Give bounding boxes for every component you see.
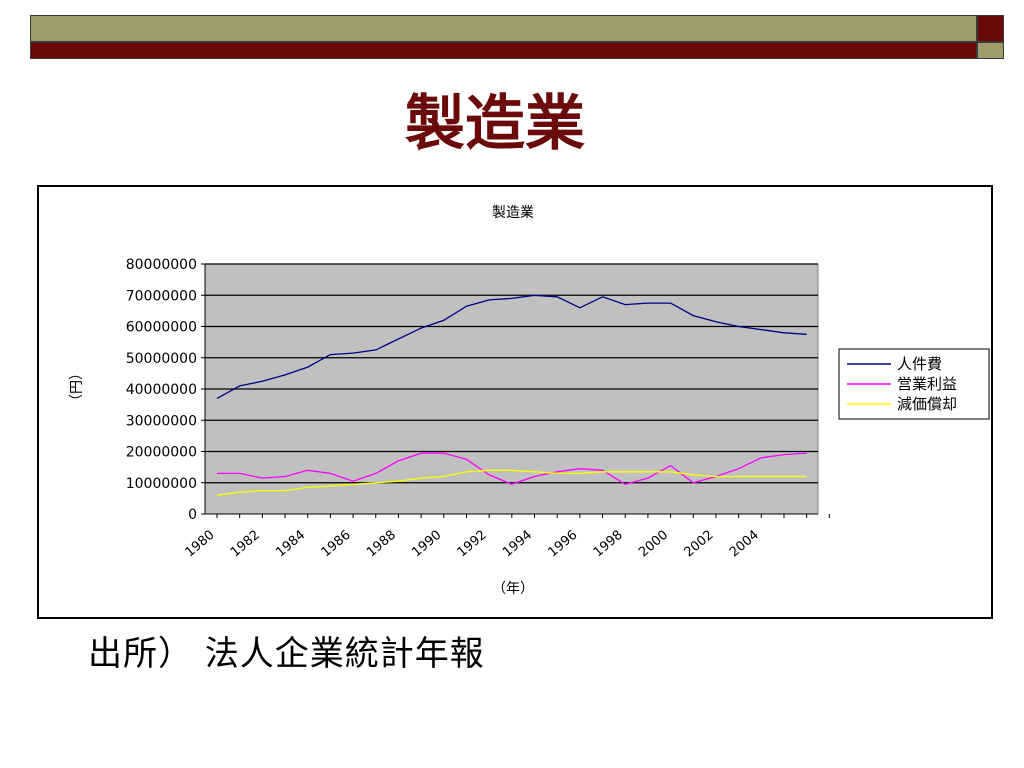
x-tick-label: 1990 xyxy=(409,528,444,561)
x-tick-label: 1994 xyxy=(500,528,535,561)
line-chart: 製造業 80000000 70000000 60000000 50000000 40000… xyxy=(69,205,990,597)
x-tick-label: 1998 xyxy=(591,528,626,561)
x-tick-label: 2000 xyxy=(636,528,671,561)
chart-title: 製造業 xyxy=(492,205,534,221)
y-tick-label: 20000000 xyxy=(126,445,197,461)
legend-label: 減価償却 xyxy=(897,395,957,413)
y-tick-label: 60000000 xyxy=(126,320,197,336)
header-band-maroon xyxy=(30,42,977,59)
x-tick-label: 1984 xyxy=(273,528,308,561)
series-line xyxy=(217,452,807,486)
slide-title: 製造業 xyxy=(405,89,585,159)
header-square-maroon xyxy=(977,15,1004,42)
source-note: 出所） 法人企業統計年報 xyxy=(88,634,485,674)
y-axis-title: （円） xyxy=(69,366,85,408)
x-tick-label: 1982 xyxy=(228,528,263,561)
x-tick-label: 1988 xyxy=(364,528,399,561)
y-tick-label: 40000000 xyxy=(126,382,197,398)
y-tick-label: 50000000 xyxy=(126,351,197,367)
y-tick-label: 80000000 xyxy=(126,257,197,273)
series-line xyxy=(216,294,807,399)
x-tick-label: 1980 xyxy=(183,528,218,561)
chart-frame: 製造業 80000000 70000000 60000000 50000000 40000… xyxy=(37,185,993,619)
header-band-olive xyxy=(30,15,977,42)
legend-label: 営業利益 xyxy=(897,375,957,393)
header-square-olive xyxy=(977,42,1004,59)
x-tick-label: 1992 xyxy=(455,528,490,561)
x-tick-label: 2004 xyxy=(727,528,762,561)
x-axis-title: （年） xyxy=(492,581,534,597)
x-tick-label: 2002 xyxy=(682,528,717,561)
legend-label: 人件費 xyxy=(897,355,942,373)
y-tick-label: 70000000 xyxy=(126,288,197,304)
y-tick-label: 30000000 xyxy=(126,413,197,429)
x-tick-label: 1996 xyxy=(545,528,580,561)
x-tick-label: 1986 xyxy=(319,528,354,561)
y-tick-label: 0 xyxy=(188,507,197,523)
series-line xyxy=(216,469,807,496)
y-tick-label: 10000000 xyxy=(126,476,197,492)
